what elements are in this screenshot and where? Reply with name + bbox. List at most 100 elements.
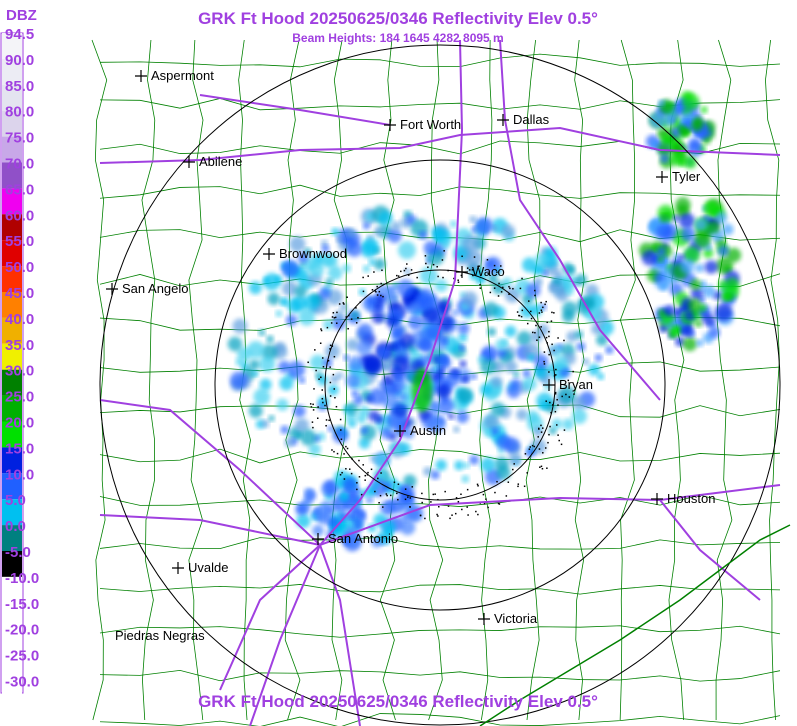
legend-swatch [2,680,22,707]
clutter [467,514,469,516]
echo [654,272,665,284]
clutter [558,439,560,442]
clutter [373,271,375,273]
echo [650,139,659,149]
clutter [367,471,369,474]
clutter [551,311,553,314]
echo [689,278,702,291]
echo [437,366,445,374]
legend-swatch [2,447,22,474]
legend-swatch [2,136,22,163]
echo [673,309,681,317]
echo [659,281,669,292]
clutter [531,444,534,447]
echo [534,253,549,268]
echo [658,100,665,107]
echo [527,353,536,362]
clutter [362,276,364,279]
clutter [460,274,463,277]
city-marker [394,425,406,437]
echo [332,427,349,444]
echo [365,357,380,372]
clutter [468,269,471,271]
clutter [444,490,446,493]
echo [398,393,407,402]
echo [674,336,685,347]
clutter [362,290,365,293]
echo [308,261,325,278]
clutter [477,265,479,268]
echo [713,290,723,301]
clutter [500,291,503,293]
echo [486,260,495,268]
echo [678,124,690,136]
echo [287,360,306,379]
echo [298,308,316,326]
clutter [419,514,422,517]
legend-swatch [2,551,22,577]
echo [304,487,314,498]
echo [391,221,401,231]
legend-label: 10.0 [5,466,34,483]
clutter [550,320,553,322]
clutter [507,481,510,483]
clutter [565,393,567,396]
echo [496,347,507,359]
echo [371,311,384,324]
echo [522,369,531,378]
clutter [521,277,523,280]
clutter [535,324,537,327]
clutter [508,285,510,288]
echo [312,524,324,537]
legend-label: 40.0 [5,311,34,328]
echo [387,285,398,296]
clutter [345,445,347,448]
clutter [552,404,554,406]
echo [687,298,702,313]
echo [374,453,390,469]
echo [447,413,455,420]
clutter [540,431,543,433]
legend-swatch [2,33,22,59]
clutter [553,312,555,314]
footer-title: GRK Ft Hood 20250625/0346 Reflectivity E… [198,692,598,711]
echo [287,298,302,313]
clutter [316,417,319,419]
county-line [99,536,781,550]
clutter [343,453,345,455]
echo [558,386,576,404]
legend-swatch [2,317,22,344]
echo [694,218,708,232]
clutter [563,339,565,342]
echo [683,246,701,263]
clutter [479,284,481,286]
echo [462,291,478,307]
clutter [567,379,570,382]
echo [248,403,263,418]
echo [310,354,326,371]
echo [490,402,506,417]
county-line [99,669,781,682]
clutter [336,311,338,314]
city-label: San Angelo [122,281,189,296]
legend-swatch [2,654,22,681]
echo [382,374,392,384]
clutter [381,269,383,272]
echo [718,280,729,290]
echo [382,384,394,395]
clutter [556,398,558,401]
clutter [538,448,541,450]
echo [574,330,584,340]
echo [331,227,340,236]
clutter [573,393,575,395]
clutter [385,493,388,495]
echo [682,337,697,352]
echo [714,303,733,321]
county-line [91,39,108,721]
legend-swatch [2,58,22,85]
echo [484,429,492,437]
echo [261,419,270,428]
clutter [407,274,410,276]
echo [356,339,373,356]
echo [605,345,614,355]
